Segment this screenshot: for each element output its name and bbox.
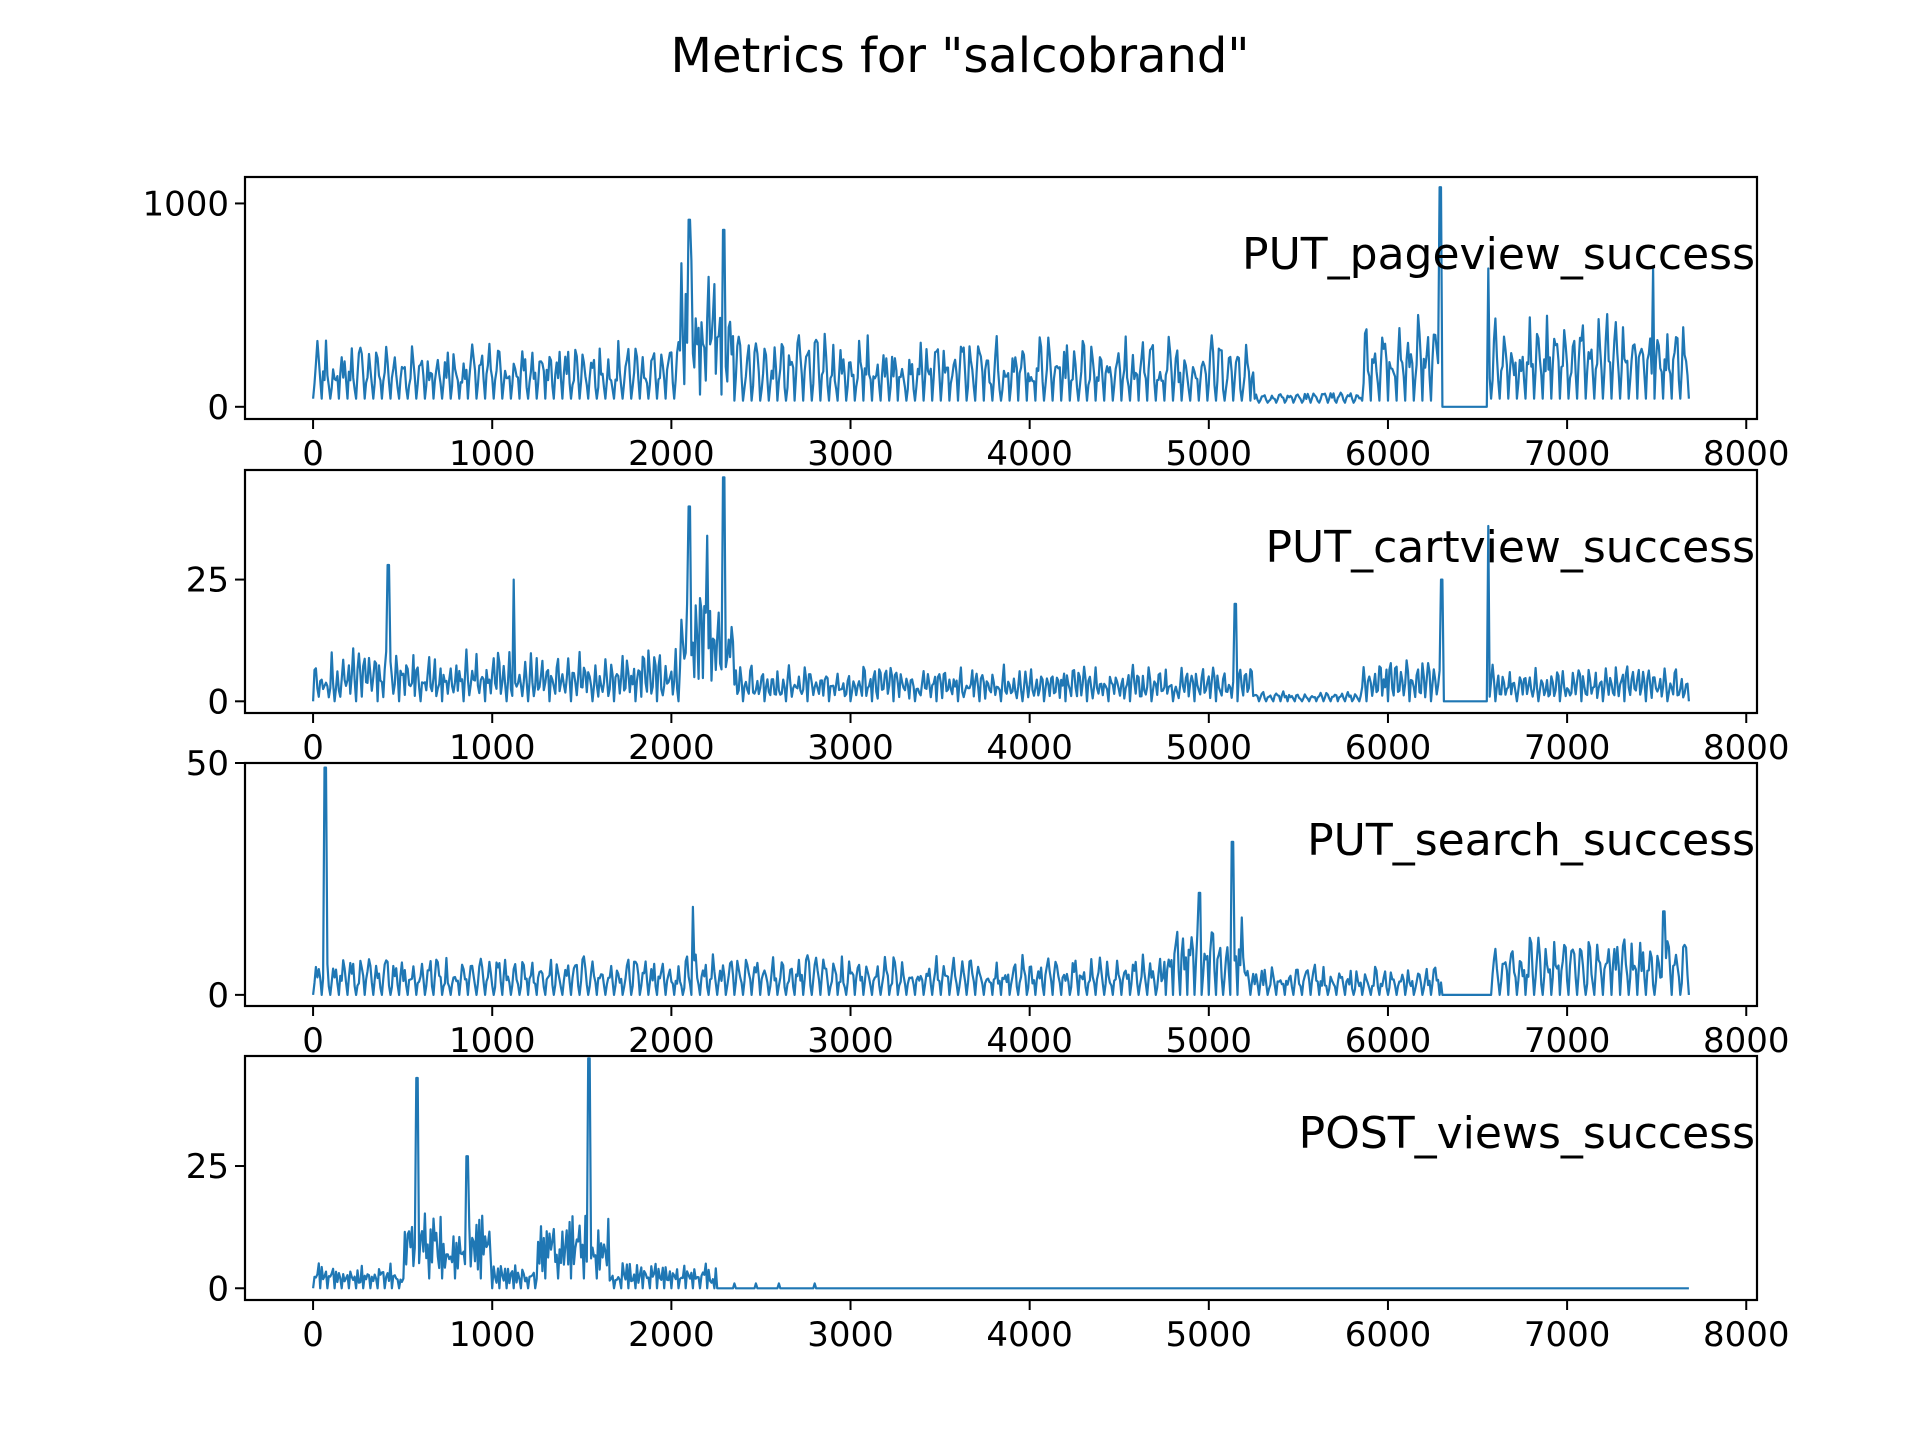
- x-tick-label: 1000: [449, 434, 536, 474]
- x-tick-label: 1000: [449, 1021, 536, 1061]
- y-tick-label: 0: [207, 388, 229, 428]
- series-line-POST_views_success: [312, 1057, 1689, 1290]
- x-tick-label: 4000: [986, 1315, 1073, 1355]
- x-tick-label: 4000: [986, 728, 1073, 768]
- series-line-PUT_pageview_success: [312, 186, 1690, 408]
- x-tick-label: 3000: [807, 434, 894, 474]
- y-tick-label: 25: [186, 1147, 229, 1187]
- series-label: PUT_cartview_success: [1265, 522, 1755, 573]
- x-tick-label: 1000: [449, 728, 536, 768]
- x-tick-label: 3000: [807, 1021, 894, 1061]
- series-label: PUT_pageview_success: [1242, 229, 1755, 280]
- x-tick-label: 4000: [986, 1021, 1073, 1061]
- series-line-PUT_search_success: [312, 766, 1690, 996]
- x-tick-label: 8000: [1703, 1021, 1790, 1061]
- x-tick-label: 7000: [1524, 1315, 1611, 1355]
- series-label: POST_views_success: [1299, 1108, 1755, 1159]
- figure-title: Metrics for "salcobrand": [671, 28, 1250, 84]
- x-tick-label: 6000: [1345, 1315, 1432, 1355]
- x-tick-label: 1000: [449, 1315, 536, 1355]
- series-line-PUT_cartview_success: [312, 476, 1690, 703]
- x-tick-label: 5000: [1166, 1021, 1253, 1061]
- x-tick-label: 0: [302, 434, 324, 474]
- x-tick-label: 5000: [1166, 1315, 1253, 1355]
- x-tick-label: 6000: [1345, 434, 1432, 474]
- x-tick-label: 8000: [1703, 728, 1790, 768]
- y-tick-label: 50: [186, 744, 229, 784]
- x-tick-label: 7000: [1524, 1021, 1611, 1061]
- x-tick-label: 2000: [628, 1315, 715, 1355]
- y-tick-label: 1000: [142, 184, 229, 224]
- x-tick-label: 3000: [807, 1315, 894, 1355]
- x-tick-label: 7000: [1524, 434, 1611, 474]
- x-tick-label: 0: [302, 728, 324, 768]
- axes-frame: [243, 1054, 1759, 1302]
- x-tick-label: 7000: [1524, 728, 1611, 768]
- y-tick-label: 0: [207, 1269, 229, 1309]
- y-tick-label: 25: [186, 561, 229, 601]
- y-tick-label: 0: [207, 682, 229, 722]
- x-tick-label: 5000: [1166, 728, 1253, 768]
- x-tick-label: 3000: [807, 728, 894, 768]
- subplot-2: 0 1000 2000 3000 4000 5000 6000 7000 8000 0 25 PUT_…: [186, 468, 1790, 768]
- x-tick-label: 0: [302, 1315, 324, 1355]
- x-tick-label: 2000: [628, 1021, 715, 1061]
- series-label: PUT_search_success: [1307, 815, 1755, 866]
- subplot-3: 0 1000 2000 3000 4000 5000 6000 7000 8000 0 50 PUT_…: [186, 744, 1790, 1061]
- y-tick-label: 0: [207, 976, 229, 1016]
- x-tick-label: 0: [302, 1021, 324, 1061]
- x-tick-label: 5000: [1166, 434, 1253, 474]
- subplot-stack: 0 1000 2000 3000 4000 5000 6000 7000 800001000PU…: [142, 175, 1790, 1355]
- subplot-1: 0 1000 2000 3000 4000 5000 6000 7000 8000 0 1000 PU…: [142, 175, 1790, 474]
- subplot-4: 0 1000 2000 3000 4000 5000 6000 7000 8000 0 25 POST…: [186, 1054, 1790, 1355]
- x-tick-label: 8000: [1703, 434, 1790, 474]
- x-tick-label: 6000: [1345, 728, 1432, 768]
- x-tick-label: 8000: [1703, 1315, 1790, 1355]
- x-tick-label: 6000: [1345, 1021, 1432, 1061]
- x-tick-label: 2000: [628, 728, 715, 768]
- axes-frame: [243, 175, 1759, 421]
- x-tick-label: 2000: [628, 434, 715, 474]
- x-tick-label: 4000: [986, 434, 1073, 474]
